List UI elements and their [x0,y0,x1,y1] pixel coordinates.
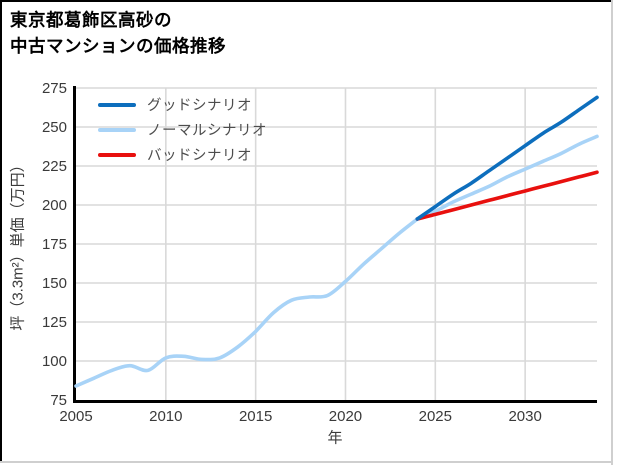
x-axis-label: 年 [327,429,343,447]
legend-label-normal: ノーマルシナリオ [147,123,267,139]
legend-line-swatch-bad [98,152,136,157]
y-tick-label: 150 [42,275,67,292]
frame-border-top [0,0,613,2]
y-tick-label: 75 [50,392,67,409]
y-tick-label: 200 [42,197,67,214]
x-tick-label: 2030 [508,408,541,425]
legend-label-good: グッドシナリオ [147,98,252,114]
y-tick-label: 125 [42,314,67,331]
chart-title: 東京都葛飾区高砂の 中古マンションの価格推移 [10,7,226,59]
x-tick-label: 2020 [329,408,362,425]
legend-label-bad: バッドシナリオ [147,148,252,164]
frame-border-left [0,0,2,463]
series-line-normal [415,134,599,221]
series-line-bad [415,170,599,221]
chart-title-line2: 中古マンションの価格推移 [10,36,226,56]
y-tick-label: 275 [42,80,67,97]
x-tick-label: 2015 [239,408,272,425]
frame-border-bottom [0,461,613,463]
y-tick-label: 225 [42,158,67,175]
legend-item-bad: バッドシナリオ [98,142,267,167]
legend-item-normal: ノーマルシナリオ [98,117,267,142]
legend-line-swatch-good [98,102,136,107]
series-line-good [415,95,599,221]
frame-border-right [611,0,613,465]
chart-title-line1: 東京都葛飾区高砂の [10,10,172,30]
chart-legend: グッドシナリオ ノーマルシナリオ バッドシナリオ [98,92,267,167]
x-tick-label: 2005 [59,408,92,425]
legend-line-swatch-normal [98,127,136,132]
series-line-history [74,217,420,388]
y-tick-label: 250 [42,119,67,136]
y-tick-label: 175 [42,236,67,253]
legend-item-good: グッドシナリオ [98,92,267,117]
x-tick-label: 2025 [419,408,452,425]
y-tick-label: 100 [42,353,67,370]
x-tick-label: 2010 [149,408,182,425]
